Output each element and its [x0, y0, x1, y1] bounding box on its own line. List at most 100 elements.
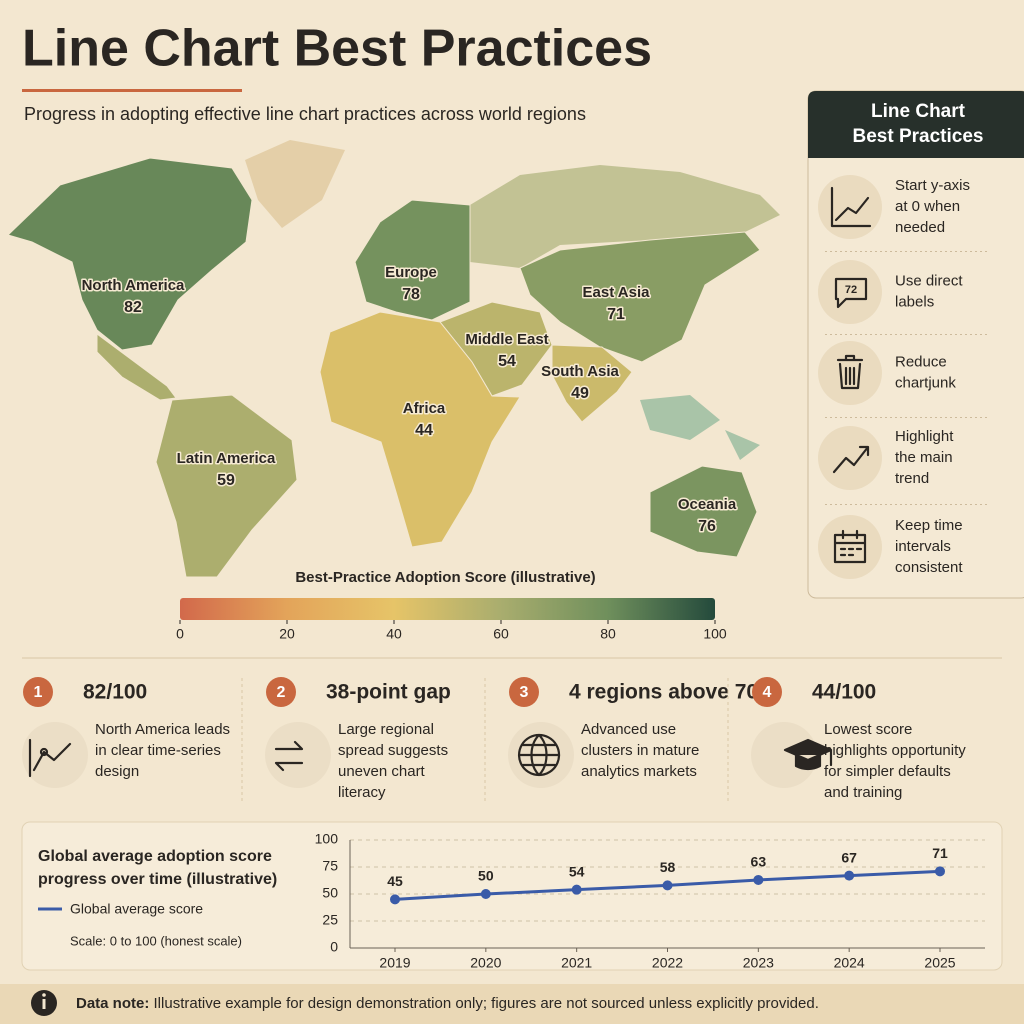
region-score: 82 — [124, 299, 142, 316]
region-name: Latin America — [177, 450, 276, 467]
data-label: 71 — [932, 845, 948, 861]
region-shape — [519, 231, 761, 363]
card-text: literacy — [338, 784, 386, 801]
icon-label: 72 — [845, 284, 857, 296]
sidebar-icon-bg — [818, 260, 882, 324]
card-text: for simpler defaults — [824, 763, 951, 780]
card-text: Advanced use — [581, 721, 676, 738]
y-tick-label: 75 — [322, 858, 338, 874]
line-chart: Global average adoption score progress ov… — [38, 831, 985, 971]
x-tick-label: 2024 — [834, 955, 865, 971]
data-point — [662, 880, 673, 891]
x-tick-label: 2019 — [379, 955, 410, 971]
chart-panel — [21, 821, 1003, 971]
region-shape — [96, 333, 298, 578]
y-tick-label: 25 — [322, 912, 338, 928]
x-tick-label: 2020 — [470, 955, 501, 971]
sidebar-icons — [830, 186, 872, 564]
card-headline: 44/100 — [812, 681, 876, 704]
region-score: 71 — [607, 306, 625, 323]
card-number: 2 — [277, 684, 286, 701]
legend-label: Global average score — [70, 901, 203, 917]
region-name: South Asia — [541, 363, 619, 380]
region-name: Oceania — [678, 496, 737, 513]
card-headline: 82/100 — [83, 681, 147, 704]
page-title: Line Chart Best Practices — [22, 20, 652, 78]
sidebar-icon-bg — [818, 426, 882, 490]
colorbar-tick-label: 80 — [600, 626, 616, 642]
sidebar-title: Best Practices — [853, 126, 984, 147]
card-number: 1 — [34, 684, 43, 701]
region-name: Europe — [385, 264, 437, 281]
sidebar-item-text: trend — [895, 470, 929, 487]
card-number-bg — [509, 677, 539, 707]
subtitle: Progress in adopting effective line char… — [24, 104, 586, 124]
sidebar-item-text: consistent — [895, 559, 963, 576]
sidebar-item-text: needed — [895, 219, 945, 236]
card-text: clusters in mature — [581, 742, 699, 759]
region-score: 54 — [498, 353, 516, 370]
region-name: Africa — [403, 400, 446, 417]
info-icon-bar — [42, 999, 46, 1009]
footer-band — [0, 984, 1024, 1024]
data-point — [935, 866, 945, 877]
card-icon-bg — [265, 722, 331, 788]
card-text: design — [95, 763, 139, 780]
region-shape — [7, 157, 253, 351]
card-text: uneven chart — [338, 763, 426, 780]
card-number: 3 — [520, 684, 529, 701]
colorbar-tick-label: 40 — [386, 626, 402, 642]
card-text: and training — [824, 784, 902, 801]
islands — [640, 395, 760, 460]
card-icon-bg — [751, 722, 817, 788]
sidebar-item-text: Highlight — [895, 428, 954, 445]
colorbar-tick-label: 60 — [493, 626, 509, 642]
sidebar-item-text: Keep time — [895, 517, 963, 534]
chart-note: Scale: 0 to 100 (honest scale) — [70, 933, 242, 948]
colorbar-tick-label: 20 — [279, 626, 295, 642]
card-text: North America leads — [95, 721, 230, 738]
region-name: East Asia — [583, 284, 651, 301]
footer-text: Illustrative example for design demonstr… — [154, 995, 819, 1012]
region-shape — [551, 344, 633, 423]
data-label: 54 — [569, 863, 585, 879]
card-headline: 4 regions above 70 — [569, 681, 758, 704]
x-tick-label: 2022 — [652, 955, 683, 971]
colorbar-tick-label: 0 — [176, 626, 184, 642]
region-score: 59 — [217, 472, 235, 489]
card-number-bg — [752, 677, 782, 707]
map: North America 82 Europe 78 East Asia 71 Middle… — [7, 157, 761, 578]
data-point — [844, 870, 855, 881]
colorbar-tick-label: 100 — [703, 626, 727, 642]
chart-title: Global average adoption score — [38, 848, 272, 865]
card-text: Lowest score — [824, 721, 912, 738]
greenland — [245, 140, 345, 228]
region-shape — [649, 465, 758, 558]
region-score: 78 — [402, 286, 420, 303]
sidebar-item-text: at 0 when — [895, 198, 960, 215]
data-label: 45 — [387, 873, 403, 889]
card-text: Large regional — [338, 721, 434, 738]
data-point — [390, 894, 400, 905]
card-text: in clear time-series — [95, 742, 221, 759]
cards: 1 82/100 North America leads in clear time-… — [22, 677, 966, 802]
sidebar-item-text: chartjunk — [895, 374, 956, 391]
footer-note: Data note: Illustrative example for desi… — [76, 995, 819, 1012]
x-tick-label: 2025 — [924, 955, 955, 971]
sidebar-item-text: intervals — [895, 538, 951, 555]
region-name: Middle East — [465, 331, 548, 348]
footer-label: Data note: — [76, 995, 149, 1012]
y-tick-label: 100 — [315, 831, 339, 847]
region-shape — [354, 199, 471, 321]
colorbar — [180, 598, 715, 620]
sidebar: Line Chart Best Practices Start y-axis at 0… — [818, 101, 988, 579]
region-shape — [319, 311, 521, 548]
card-number-bg — [266, 677, 296, 707]
sidebar-item-text: Start y-axis — [895, 177, 970, 194]
sidebar-item-text: the main — [895, 449, 953, 466]
card-number: 4 — [763, 684, 772, 701]
data-label: 63 — [751, 854, 767, 870]
sidebar-item-text: labels — [895, 293, 934, 310]
